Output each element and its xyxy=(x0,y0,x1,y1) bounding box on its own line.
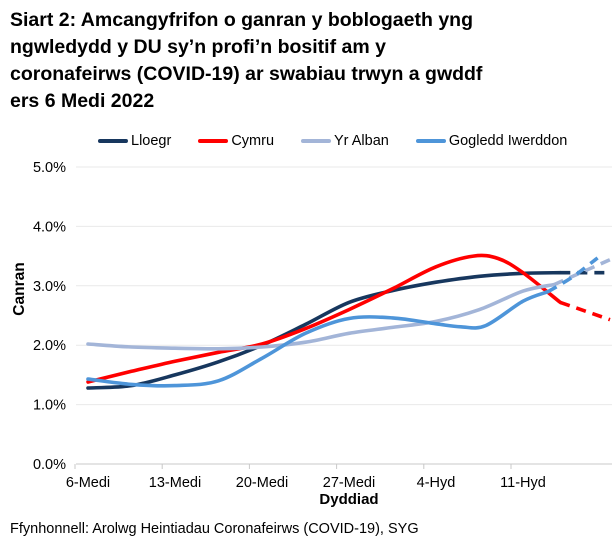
legend-line-swatch xyxy=(98,139,128,143)
x-tick-label: 6-Medi xyxy=(66,475,110,491)
x-tick-label: 4-Hyd xyxy=(417,475,456,491)
x-tick-label: 13-Medi xyxy=(149,475,201,491)
legend-item-2: Yr Alban xyxy=(301,133,389,149)
series-line-solid xyxy=(86,289,550,388)
legend-label: Gogledd Iwerddon xyxy=(448,133,568,149)
x-tick-label: 11-Hyd xyxy=(500,475,546,491)
x-tick-label: 27-Medi xyxy=(323,475,375,491)
legend-line-swatch xyxy=(301,139,332,143)
y-tick-label: 4.0% xyxy=(33,219,66,235)
legend-line-swatch xyxy=(198,139,229,143)
legend-label: Yr Alban xyxy=(334,133,389,149)
series-line-solid xyxy=(86,282,556,351)
legend-item-3: Gogledd Iwerddon xyxy=(415,133,568,149)
x-tick-label: 20-Medi xyxy=(236,475,288,491)
y-tick-label: 3.0% xyxy=(33,279,66,295)
legend-item-1: Cymru xyxy=(198,133,274,149)
y-tick-label: 1.0% xyxy=(33,398,66,414)
series-line-dashed xyxy=(553,258,611,287)
legend-line-swatch xyxy=(415,139,446,143)
y-tick-label: 2.0% xyxy=(33,338,66,354)
series-line-solid xyxy=(86,270,563,390)
legend-label: Cymru xyxy=(231,133,275,149)
chart-title: Siart 2: Amcangyfrifon o ganran y boblog… xyxy=(10,7,610,115)
series-line-solid xyxy=(86,253,563,384)
line-chart: 0.0% 1.0% 2.0% 3.0% 4.0% 5.0% 6-Medi 13-Medi 20-… xyxy=(11,160,612,508)
y-axis-title: Canran xyxy=(11,262,28,315)
chart-legend: Lloegr Cymru Yr Alban Gogledd Iwerddon xyxy=(98,133,567,149)
y-tick-label: 0.0% xyxy=(33,457,66,473)
series-line-dashed xyxy=(559,300,611,322)
chart-title-line: coronafeirws (COVID-19) ar swabiau trwyn… xyxy=(10,63,483,85)
source-note: Ffynhonnell: Arolwg Heintiadau Coronafei… xyxy=(10,521,419,537)
chart-title-line: ngwledydd y DU sy’n profi’n bositif am y xyxy=(10,36,386,58)
series-line-dashed xyxy=(546,256,599,294)
x-axis-title: Dyddiad xyxy=(319,491,378,508)
chart-title-line: ers 6 Medi 2022 xyxy=(10,90,155,112)
chart-title-line: Siart 2: Amcangyfrifon o ganran y boblog… xyxy=(10,9,473,31)
legend-item-0: Lloegr xyxy=(98,133,171,149)
y-tick-label: 5.0% xyxy=(33,160,66,176)
legend-label: Lloegr xyxy=(131,133,172,149)
